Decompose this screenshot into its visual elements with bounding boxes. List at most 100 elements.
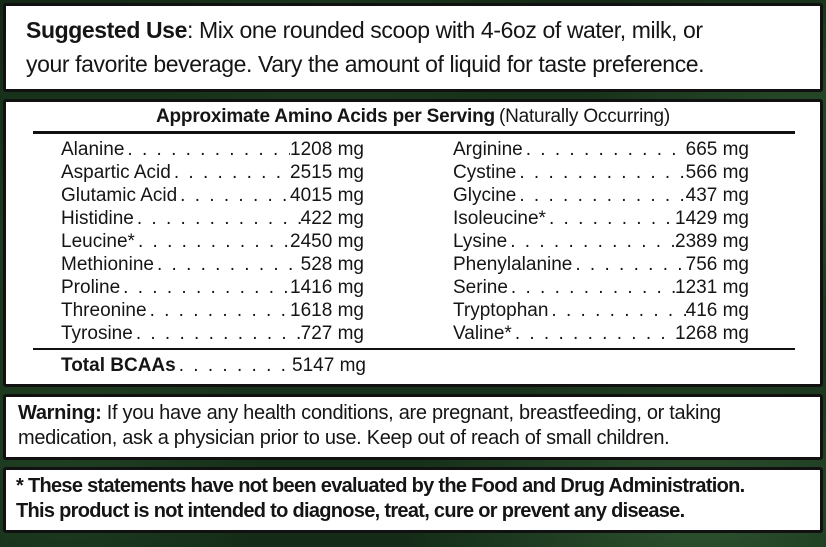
dot-leader [154,253,301,276]
total-section: Total BCAAs 5147 mg [6,352,820,378]
header-divider [33,131,795,134]
table-row: Threonine 1618 mg [61,299,364,322]
fda-disclaimer-panel: * These statements have not been evaluat… [3,467,823,533]
total-bcaa-row: Total BCAAs 5147 mg [33,352,416,378]
amino-value: 1208 mg [290,139,364,160]
warning-line1: Warning: If you have any health conditio… [18,401,808,426]
table-row: Glutamic Acid 4015 mg [61,184,364,207]
table-row: Tyrosine 727 mg [61,322,364,345]
amino-value: 1618 mg [290,300,364,321]
table-row: Alanine 1208 mg [61,138,364,161]
total-bcaa-label: Total BCAAs [61,355,176,376]
dot-leader [512,322,675,345]
table-row: Cystine 566 mg [453,161,749,184]
table-row: Lysine 2389 mg [453,230,749,253]
dot-leader [147,299,290,322]
dot-leader [516,161,685,184]
amino-name: Glutamic Acid [61,185,178,206]
total-bcaa-value: 5147 mg [292,355,366,376]
dot-leader [546,207,675,230]
table-row: Valine* 1268 mg [453,322,749,345]
dot-leader [508,276,675,299]
amino-name: Leucine* [61,231,135,252]
table-row: Tryptophan 416 mg [453,299,749,322]
table-row: Serine 1231 mg [453,276,749,299]
amino-name: Valine* [453,323,512,344]
dot-leader [135,230,290,253]
table-row: Phenylalanine 756 mg [453,253,749,276]
disclaimer-line1: * These statements have not been evaluat… [16,475,745,497]
amino-name: Tryptophan [453,300,549,321]
amino-acids-title-normal: (Naturally Occurring) [498,106,670,127]
amino-value: 528 mg [300,254,364,275]
amino-value: 2389 mg [675,231,749,252]
amino-name: Histidine [61,208,134,229]
amino-column-left: Alanine 1208 mg Aspartic Acid 2515 mg Glut… [33,138,414,345]
amino-value: 1231 mg [675,277,749,298]
total-divider [33,348,795,350]
table-row: Aspartic Acid 2515 mg [61,161,364,184]
amino-acids-title-bold: Approximate Amino Acids per Serving [155,106,495,127]
amino-name: Alanine [61,139,125,160]
dot-leader [523,138,686,161]
table-row: Isoleucine* 1429 mg [453,207,749,230]
amino-value: 1416 mg [290,277,364,298]
dot-leader [548,299,685,322]
amino-value: 1268 mg [675,323,749,344]
dot-leader [171,161,290,184]
amino-value: 422 mg [300,208,364,229]
amino-name: Threonine [61,300,147,321]
amino-name: Lysine [453,231,508,252]
amino-name: Methionine [61,254,154,275]
warning-heading: Warning: [18,402,102,424]
dot-leader [120,276,290,299]
amino-acids-panel: Approximate Amino Acids per Serving (Natu… [3,99,823,387]
table-row: Glycine 437 mg [453,184,749,207]
amino-name: Isoleucine* [453,208,546,229]
dot-leader [177,184,290,207]
suggested-use-line1: Suggested Use: Mix one rounded scoop wit… [26,13,800,47]
amino-acids-table: Alanine 1208 mg Aspartic Acid 2515 mg Glut… [6,138,820,345]
table-row: Arginine 665 mg [453,138,749,161]
amino-column-right: Arginine 665 mg Cystine 566 mg Glycine 437 … [414,138,795,345]
suggested-use-panel: Suggested Use: Mix one rounded scoop wit… [3,3,823,92]
dot-leader [133,322,301,345]
suggested-use-line2: your favorite beverage. Vary the amount … [26,51,705,77]
dot-leader [176,353,292,378]
amino-value: 665 mg [685,139,749,160]
amino-name: Phenylalanine [453,254,573,275]
dot-leader [124,138,290,161]
amino-value: 1429 mg [675,208,749,229]
dot-leader [516,184,685,207]
amino-value: 4015 mg [290,185,364,206]
suggested-use-heading: Suggested Use [26,17,187,43]
supplement-label: Suggested Use: Mix one rounded scoop wit… [0,0,826,536]
amino-name: Tyrosine [61,323,133,344]
dot-leader [572,253,685,276]
amino-name: Glycine [453,185,517,206]
amino-value: 416 mg [685,300,749,321]
amino-name: Serine [453,277,508,298]
amino-name: Cystine [453,162,517,183]
amino-value: 756 mg [685,254,749,275]
suggested-use-text1: : Mix one rounded scoop with 4-6oz of wa… [186,17,703,43]
amino-value: 727 mg [300,323,364,344]
amino-value: 2450 mg [290,231,364,252]
disclaimer-line2: This product is not intended to diagnose… [16,500,685,522]
table-row: Proline 1416 mg [61,276,364,299]
warning-line2: medication, ask a physician prior to use… [18,427,670,449]
table-row: Leucine* 2450 mg [61,230,364,253]
amino-value: 2515 mg [290,162,364,183]
dot-leader [507,230,675,253]
warning-panel: Warning: If you have any health conditio… [3,394,823,460]
table-row: Methionine 528 mg [61,253,364,276]
amino-name: Arginine [453,139,523,160]
amino-name: Proline [61,277,121,298]
amino-value: 566 mg [685,162,749,183]
amino-name: Aspartic Acid [61,162,171,183]
amino-value: 437 mg [685,185,749,206]
dot-leader [134,207,301,230]
warning-text1: If you have any health conditions, are p… [101,402,721,424]
amino-acids-title: Approximate Amino Acids per Serving (Natu… [6,105,820,129]
table-row: Histidine 422 mg [61,207,364,230]
